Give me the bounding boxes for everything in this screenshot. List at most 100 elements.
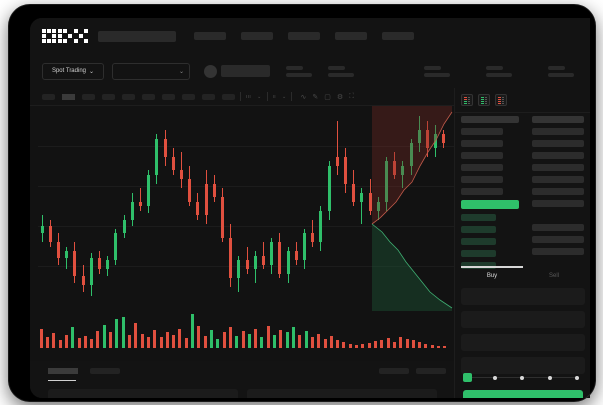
timeframe-button-5[interactable] bbox=[142, 93, 155, 100]
orders-action-0[interactable] bbox=[379, 368, 409, 374]
orderbook-header-row[interactable] bbox=[461, 116, 519, 123]
extra-field[interactable] bbox=[461, 357, 585, 374]
chevron-down-icon[interactable]: ⌄ bbox=[257, 93, 262, 100]
orderbook-ask-row-5[interactable] bbox=[461, 176, 503, 183]
volume-bar-47 bbox=[336, 340, 340, 348]
orderbook-toggle-asks-only-view[interactable] bbox=[495, 94, 507, 106]
orderbook-ask-row-1[interactable] bbox=[461, 128, 503, 135]
orderbook-ask-row-6[interactable] bbox=[461, 188, 503, 195]
timeframe-button-0[interactable] bbox=[42, 93, 55, 100]
volume-bar-24 bbox=[191, 314, 195, 348]
pencil-draw-icon[interactable]: ✎ bbox=[312, 93, 319, 101]
orderbook-toggle-bids-only-view[interactable] bbox=[478, 94, 490, 106]
orderbook-current-price-row[interactable] bbox=[461, 200, 519, 209]
search-input[interactable] bbox=[98, 30, 176, 42]
volume-bar-35 bbox=[260, 337, 264, 348]
orderbook-ask-row-4[interactable] bbox=[461, 164, 503, 171]
candle-body bbox=[89, 257, 93, 285]
candle-body bbox=[48, 226, 52, 242]
orderbook-amount-row-2[interactable] bbox=[532, 140, 584, 147]
orderbook-amount-header[interactable] bbox=[532, 116, 584, 123]
amount-percent-slider[interactable] bbox=[463, 373, 583, 383]
orderbook-amount-row-6[interactable] bbox=[532, 188, 584, 195]
timeframe-button-8[interactable] bbox=[202, 93, 215, 100]
orderbook-bid-row-4[interactable] bbox=[461, 250, 496, 257]
timeframe-button-7[interactable] bbox=[182, 93, 195, 100]
orderbook-toggle-both-sides-view[interactable] bbox=[461, 94, 473, 106]
orders-tab-0[interactable] bbox=[48, 368, 78, 374]
candle-body bbox=[196, 201, 200, 215]
nav-item-0[interactable] bbox=[194, 32, 226, 40]
orderbook-amount-row-10[interactable] bbox=[532, 236, 584, 243]
orders-panel-blocks bbox=[48, 389, 437, 398]
buy-submit-button[interactable] bbox=[463, 390, 583, 398]
chevron-down-icon[interactable]: ⌄ bbox=[281, 93, 287, 100]
candle-body bbox=[163, 138, 167, 157]
price-field[interactable] bbox=[461, 288, 585, 305]
timeframe-button-1[interactable] bbox=[62, 93, 75, 100]
slider-stop-50[interactable] bbox=[520, 375, 524, 380]
candle-body bbox=[303, 233, 306, 260]
nav-item-3[interactable] bbox=[335, 32, 367, 40]
orderbook-amount-row-3[interactable] bbox=[532, 152, 584, 159]
volume-bar-14 bbox=[127, 335, 131, 348]
trading-mode-select[interactable]: Spot Trading ⌄ bbox=[42, 62, 104, 80]
settings-gear-icon[interactable]: ⚙ bbox=[336, 93, 344, 101]
nav-item-2[interactable] bbox=[288, 32, 320, 40]
toggle-bar bbox=[464, 98, 467, 100]
tab-sell[interactable]: Sell bbox=[548, 273, 559, 279]
okx-logo[interactable] bbox=[42, 29, 88, 43]
ticker-stat-1 bbox=[328, 65, 354, 77]
indicator-select-label[interactable]: ııı bbox=[246, 93, 252, 100]
orderbook-bid-row-2[interactable] bbox=[461, 226, 496, 233]
tab-buy[interactable]: Buy bbox=[486, 273, 498, 279]
slider-stop-100[interactable] bbox=[575, 375, 579, 380]
orderbook-amount-row-4[interactable] bbox=[532, 164, 584, 171]
orderbook-amount-row-5[interactable] bbox=[532, 176, 584, 183]
nav-item-4[interactable] bbox=[382, 32, 414, 40]
timeframe-button-9[interactable] bbox=[222, 93, 235, 100]
orderbook-amount-row-1[interactable] bbox=[532, 128, 584, 135]
camera-snapshot-icon[interactable]: ▢ bbox=[324, 93, 331, 101]
chart-type-select-label[interactable]: ıı bbox=[272, 93, 276, 100]
candle-body bbox=[434, 134, 438, 148]
volume-bar-38 bbox=[279, 329, 283, 348]
timeframe-button-2[interactable] bbox=[82, 93, 95, 100]
orderbook-ask-row-2[interactable] bbox=[461, 140, 503, 147]
wave-indicator-icon[interactable]: ∿ bbox=[300, 93, 307, 101]
candle-body bbox=[401, 165, 405, 175]
orderbook-layout-toggles bbox=[461, 94, 507, 106]
orderbook-amount-row-7[interactable] bbox=[532, 200, 584, 207]
timeframe-button-3[interactable] bbox=[102, 93, 115, 100]
volume-bar-26 bbox=[203, 335, 207, 348]
orders-tab-1[interactable] bbox=[90, 368, 120, 374]
slider-stop-75[interactable] bbox=[547, 375, 552, 380]
price-chart-pane[interactable] bbox=[30, 106, 454, 361]
trading-pair-select[interactable]: ⌄ bbox=[112, 62, 190, 80]
volume-bar-4 bbox=[64, 334, 68, 348]
slider-handle[interactable] bbox=[463, 373, 472, 382]
candle-body bbox=[122, 219, 126, 233]
timeframe-button-4[interactable] bbox=[122, 93, 135, 100]
candle-body bbox=[81, 275, 85, 285]
orders-action-1[interactable] bbox=[416, 368, 446, 374]
toggle-bar bbox=[481, 102, 484, 104]
orderbook-amount-row-11[interactable] bbox=[532, 248, 584, 255]
orderbook-ask-row-3[interactable] bbox=[461, 152, 503, 159]
amount-field[interactable] bbox=[461, 311, 585, 328]
slider-stop-25[interactable] bbox=[492, 375, 497, 380]
orderbook-bid-row-1[interactable] bbox=[461, 214, 496, 221]
orderbook-bid-row-5[interactable] bbox=[461, 262, 496, 269]
nav-item-1[interactable] bbox=[241, 32, 273, 40]
orderbook-bid-row-3[interactable] bbox=[461, 238, 496, 245]
timeframe-button-6[interactable] bbox=[162, 93, 175, 100]
toggle-bar bbox=[481, 96, 484, 98]
total-field[interactable] bbox=[461, 334, 585, 351]
orderbook-amount-row-9[interactable] bbox=[532, 224, 584, 231]
toggle-bar bbox=[481, 100, 484, 102]
volume-bar-21 bbox=[172, 334, 176, 348]
toggle-bar bbox=[467, 102, 470, 104]
fullscreen-icon[interactable]: ⛶ bbox=[349, 92, 355, 100]
candle-body bbox=[270, 242, 274, 265]
toolbar-divider bbox=[291, 92, 293, 101]
